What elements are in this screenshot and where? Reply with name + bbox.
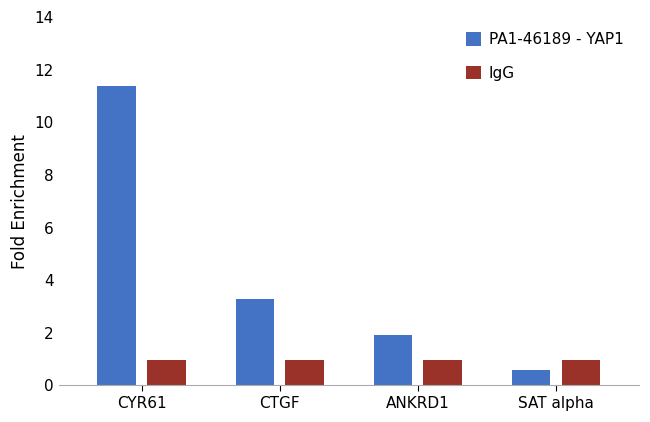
Bar [98,86,136,385]
Bar [562,360,600,385]
Legend: PA1-46189 - YAP1, IgG: PA1-46189 - YAP1, IgG [458,25,631,89]
Bar [423,360,462,385]
Y-axis label: Fold Enrichment: Fold Enrichment [11,134,29,269]
Bar [285,360,324,385]
Bar [374,335,412,385]
Bar [512,370,551,385]
Bar [147,360,186,385]
Bar [235,299,274,385]
